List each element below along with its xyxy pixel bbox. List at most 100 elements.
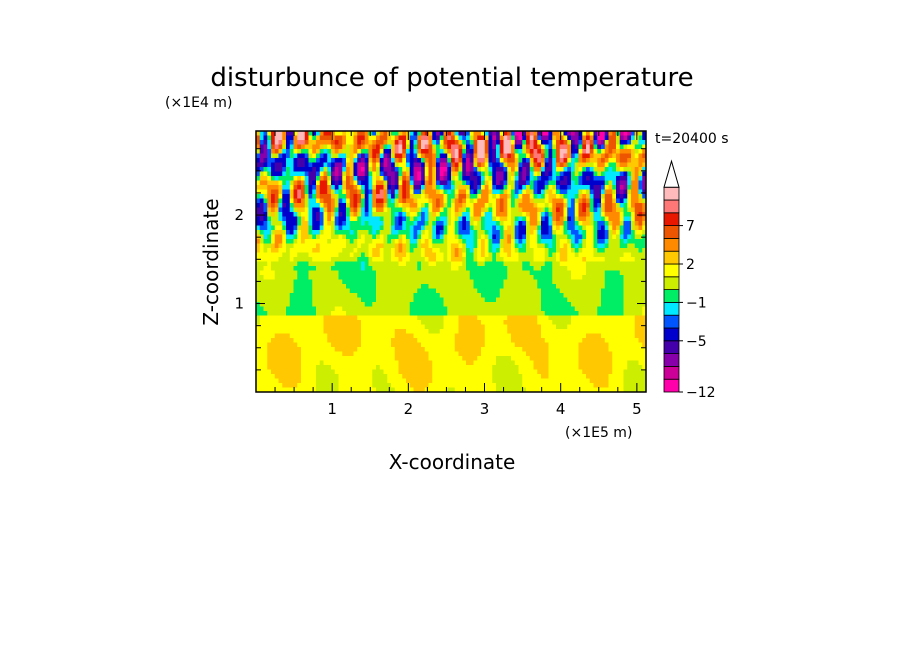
field-cell: [398, 266, 403, 272]
field-cell: [593, 257, 598, 263]
field-cell: [469, 279, 475, 285]
field-cell: [319, 131, 325, 137]
field-cell: [289, 338, 295, 344]
field-cell: [256, 131, 261, 137]
field-cell: [379, 261, 385, 267]
field-cell: [462, 140, 467, 146]
field-cell: [436, 194, 441, 200]
field-cell: [477, 149, 482, 155]
field-cell: [267, 171, 272, 177]
field-cell: [316, 297, 321, 303]
field-cell: [462, 158, 467, 164]
field-cell: [518, 135, 523, 141]
field-cell: [454, 198, 460, 204]
field-cell: [623, 171, 628, 177]
field-cell: [458, 315, 463, 321]
field-cell: [304, 329, 310, 335]
field-cell: [462, 302, 467, 308]
field-cell: [274, 230, 280, 236]
field-cell: [357, 189, 362, 195]
field-cell: [447, 194, 452, 200]
field-cell: [529, 144, 535, 150]
field-cell: [413, 144, 418, 150]
field-cell: [372, 149, 377, 155]
field-cell: [316, 212, 321, 218]
field-cell: [492, 284, 497, 290]
field-cell: [361, 230, 366, 236]
field-cell: [469, 243, 475, 249]
field-cell: [376, 293, 381, 299]
field-cell: [522, 203, 527, 209]
field-cell: [619, 270, 625, 276]
field-cell: [586, 167, 591, 173]
field-cell: [454, 284, 460, 290]
field-cell: [372, 144, 377, 150]
field-cell: [402, 158, 407, 164]
field-cell: [391, 198, 396, 204]
field-cell: [316, 135, 321, 141]
field-cell: [514, 140, 520, 146]
field-cell: [533, 171, 538, 177]
field-cell: [443, 324, 448, 330]
field-cell: [642, 194, 646, 200]
field-cell: [346, 144, 351, 150]
field-cell: [278, 234, 283, 240]
field-cell: [331, 297, 336, 303]
field-cell: [274, 140, 280, 146]
field-cell: [462, 293, 467, 299]
field-cell: [499, 324, 505, 330]
field-cell: [301, 230, 306, 236]
field-cell: [278, 342, 283, 348]
field-cell: [312, 180, 317, 186]
field-cell: [567, 329, 572, 335]
field-cell: [432, 338, 437, 344]
field-cell: [282, 135, 287, 141]
field-cell: [559, 131, 565, 137]
field-cell: [529, 324, 535, 330]
field-cell: [361, 261, 366, 267]
field-cell: [563, 320, 568, 326]
field-cell: [597, 342, 602, 348]
field-cell: [319, 257, 325, 263]
field-cell: [454, 180, 460, 186]
field-cell: [349, 207, 355, 213]
field-cell: [436, 329, 441, 335]
field-cell: [331, 198, 336, 204]
field-cell: [574, 140, 580, 146]
field-cell: [417, 131, 422, 137]
field-cell: [357, 266, 362, 272]
field-cell: [334, 239, 340, 245]
field-cell: [552, 198, 557, 204]
field-cell: [578, 252, 583, 258]
field-cell: [578, 185, 583, 191]
field-cell: [439, 225, 445, 231]
field-cell: [263, 207, 268, 213]
field-cell: [466, 329, 471, 335]
field-cell: [601, 302, 606, 308]
field-cell: [503, 198, 508, 204]
field-cell: [458, 131, 463, 137]
field-cell: [417, 324, 422, 330]
field-cell: [567, 162, 572, 168]
field-cell: [304, 275, 310, 281]
field-cell: [297, 306, 302, 312]
field-cell: [364, 293, 370, 299]
field-cell: [514, 270, 520, 276]
field-cell: [548, 297, 553, 303]
field-cell: [331, 270, 336, 276]
field-cell: [499, 207, 505, 213]
field-cell: [492, 333, 497, 339]
field-cell: [436, 320, 441, 326]
field-cell: [417, 302, 422, 308]
field-cell: [331, 248, 336, 254]
field-cell: [462, 297, 467, 303]
field-cell: [316, 176, 321, 182]
field-cell: [533, 212, 538, 218]
field-cell: [586, 275, 591, 281]
field-cell: [278, 167, 283, 173]
field-cell: [282, 297, 287, 303]
field-cell: [522, 266, 527, 272]
field-cell: [349, 149, 355, 155]
field-cell: [372, 311, 377, 317]
field-cell: [297, 252, 302, 258]
